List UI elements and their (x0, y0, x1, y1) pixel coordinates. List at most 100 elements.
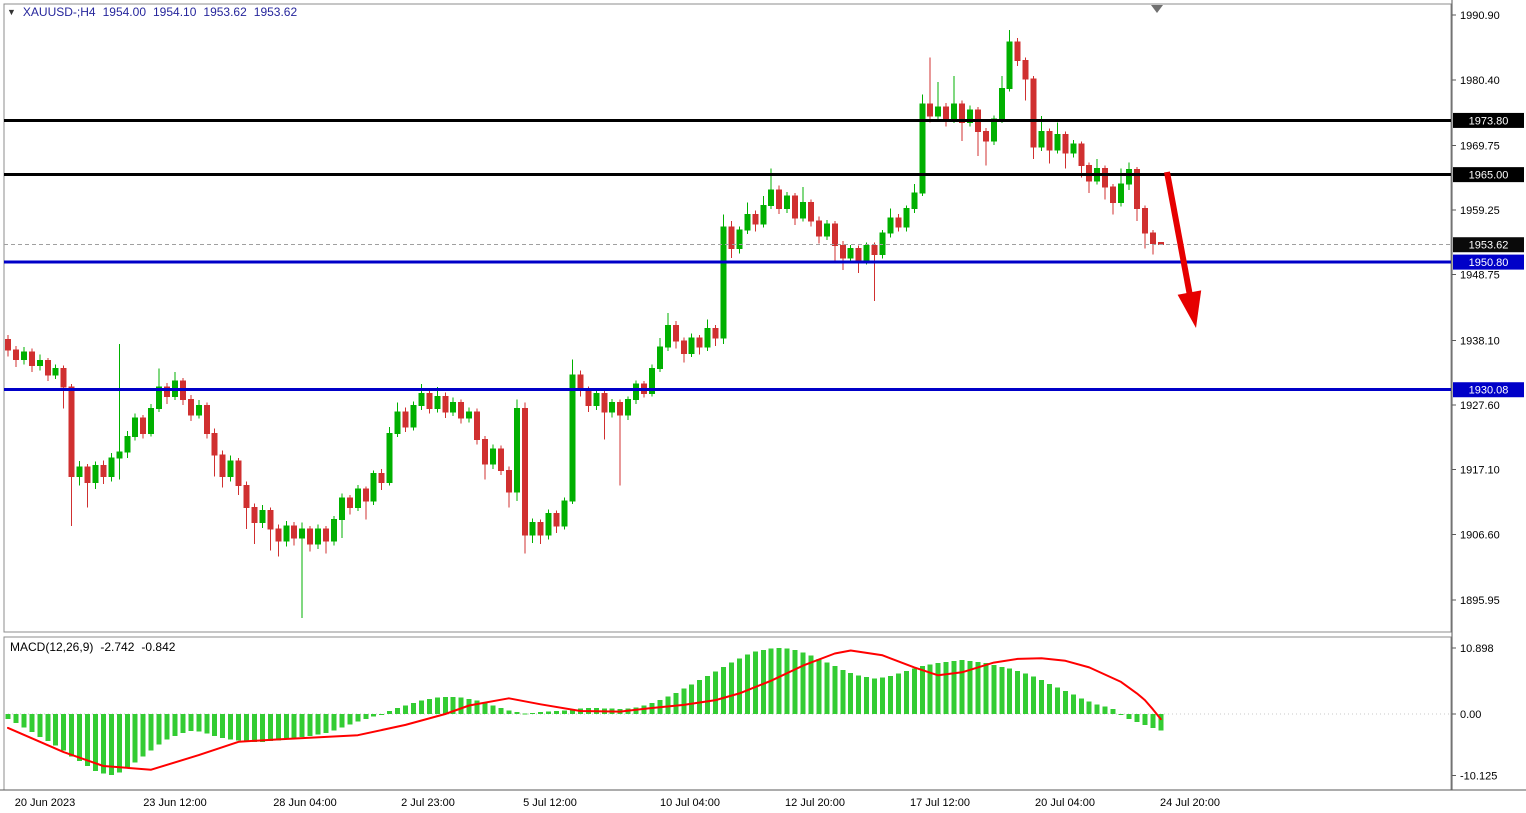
macd-name: MACD(12,26,9) (10, 640, 94, 654)
macd-bar (116, 714, 122, 773)
main-price-pane[interactable] (3, 3, 1452, 633)
candle-body (299, 528, 306, 539)
quote-open: 1954.00 (102, 5, 146, 19)
candle-body (1006, 41, 1013, 89)
macd-tick-label: -10.125 (1460, 770, 1497, 782)
candle-body (664, 325, 671, 348)
macd-bar (379, 714, 385, 715)
macd-bar (108, 714, 114, 776)
macd-bar (562, 710, 567, 714)
candle-body (680, 340, 687, 354)
candle-body (815, 220, 822, 237)
candle-body (672, 325, 679, 342)
macd-bar (395, 707, 401, 714)
macd-bar (148, 714, 154, 751)
macd-bar (983, 663, 989, 714)
macd-pane[interactable] (3, 636, 1452, 791)
macd-bar (323, 714, 329, 733)
time-tick-label: 24 Jul 20:00 (1160, 797, 1220, 809)
candle-body (235, 460, 242, 487)
price-badge-label: 1965.00 (1469, 170, 1509, 182)
candle-body (1030, 78, 1037, 148)
candle-body (943, 106, 950, 120)
candle-body (203, 405, 210, 434)
chart-shift-marker-icon[interactable] (1151, 5, 1163, 13)
macd-tick-label: 0.00 (1460, 709, 1481, 721)
candle-body (998, 87, 1005, 120)
macd-bar (355, 714, 361, 722)
macd-bar (156, 714, 162, 745)
candle-body (625, 398, 632, 416)
time-tick-label: 20 Jul 04:00 (1035, 797, 1095, 809)
current-price-label: 1953.62 (1469, 240, 1509, 252)
macd-bar (482, 703, 488, 714)
arrow-shaft[interactable] (1164, 171, 1194, 298)
down-arrow-annotation[interactable] (1177, 290, 1202, 328)
symbol-dropdown-icon[interactable]: ▼ (7, 6, 16, 17)
candle-body (585, 389, 592, 407)
candle-body (529, 522, 536, 536)
candle-body (227, 460, 234, 477)
macd-bar (1046, 683, 1052, 714)
price-tick-label: 1917.10 (1460, 465, 1500, 477)
candle-body (418, 392, 425, 407)
candle-body (609, 402, 616, 413)
macd-bar (895, 673, 901, 714)
candle-body (561, 500, 568, 527)
candle-body (982, 131, 989, 142)
macd-bar (959, 660, 965, 714)
candle-body (744, 214, 751, 231)
candle-body (959, 103, 965, 123)
macd-bar (927, 664, 933, 714)
macd-tick-label: 10.898 (1460, 643, 1494, 655)
candle-body (966, 109, 973, 123)
macd-bar (681, 688, 687, 714)
macd-bar (1039, 680, 1044, 714)
macd-bar (856, 675, 862, 714)
candle-body (800, 201, 806, 219)
macd-bar (1118, 714, 1124, 716)
macd-bar (1110, 709, 1116, 714)
macd-bar (546, 711, 552, 714)
price-badge-label: 1950.80 (1469, 257, 1509, 269)
candle-body (466, 411, 473, 419)
candle-body (831, 223, 838, 246)
macd-bar (800, 652, 806, 714)
macd-bar (506, 710, 512, 714)
macd-bar (721, 666, 726, 714)
price-tick-label: 1938.10 (1460, 335, 1500, 347)
macd-bar (347, 714, 353, 725)
candle-body (323, 528, 329, 542)
macd-bar (172, 714, 178, 736)
candle-body (505, 469, 512, 493)
macd-bar (713, 671, 719, 714)
candle-body (251, 506, 258, 524)
candle-body (601, 392, 608, 413)
macd-bar (569, 709, 575, 714)
macd-bar (665, 696, 671, 714)
macd-bar (132, 714, 138, 763)
candle-body (919, 103, 926, 194)
candle-body (879, 232, 886, 256)
candle-body (513, 408, 520, 493)
candle-body (68, 386, 75, 477)
quote-low: 1953.62 (203, 5, 247, 19)
macd-bar (776, 648, 782, 714)
candle-body (569, 374, 576, 502)
candle-body (84, 466, 91, 484)
macd-bar (1031, 676, 1037, 714)
time-tick-label: 5 Jul 12:00 (523, 797, 577, 809)
candle-body (577, 374, 584, 391)
macd-bar (728, 662, 734, 714)
candle-body (951, 103, 958, 120)
candle-body (315, 528, 322, 545)
candle-body (116, 451, 123, 459)
price-badge-1950.80 (1453, 254, 1524, 270)
candle-body (442, 395, 449, 413)
candle-body (378, 472, 385, 484)
candle-body (656, 346, 663, 370)
candle-body (410, 405, 417, 428)
candle-body (1125, 169, 1132, 185)
macd-bar (824, 662, 830, 714)
